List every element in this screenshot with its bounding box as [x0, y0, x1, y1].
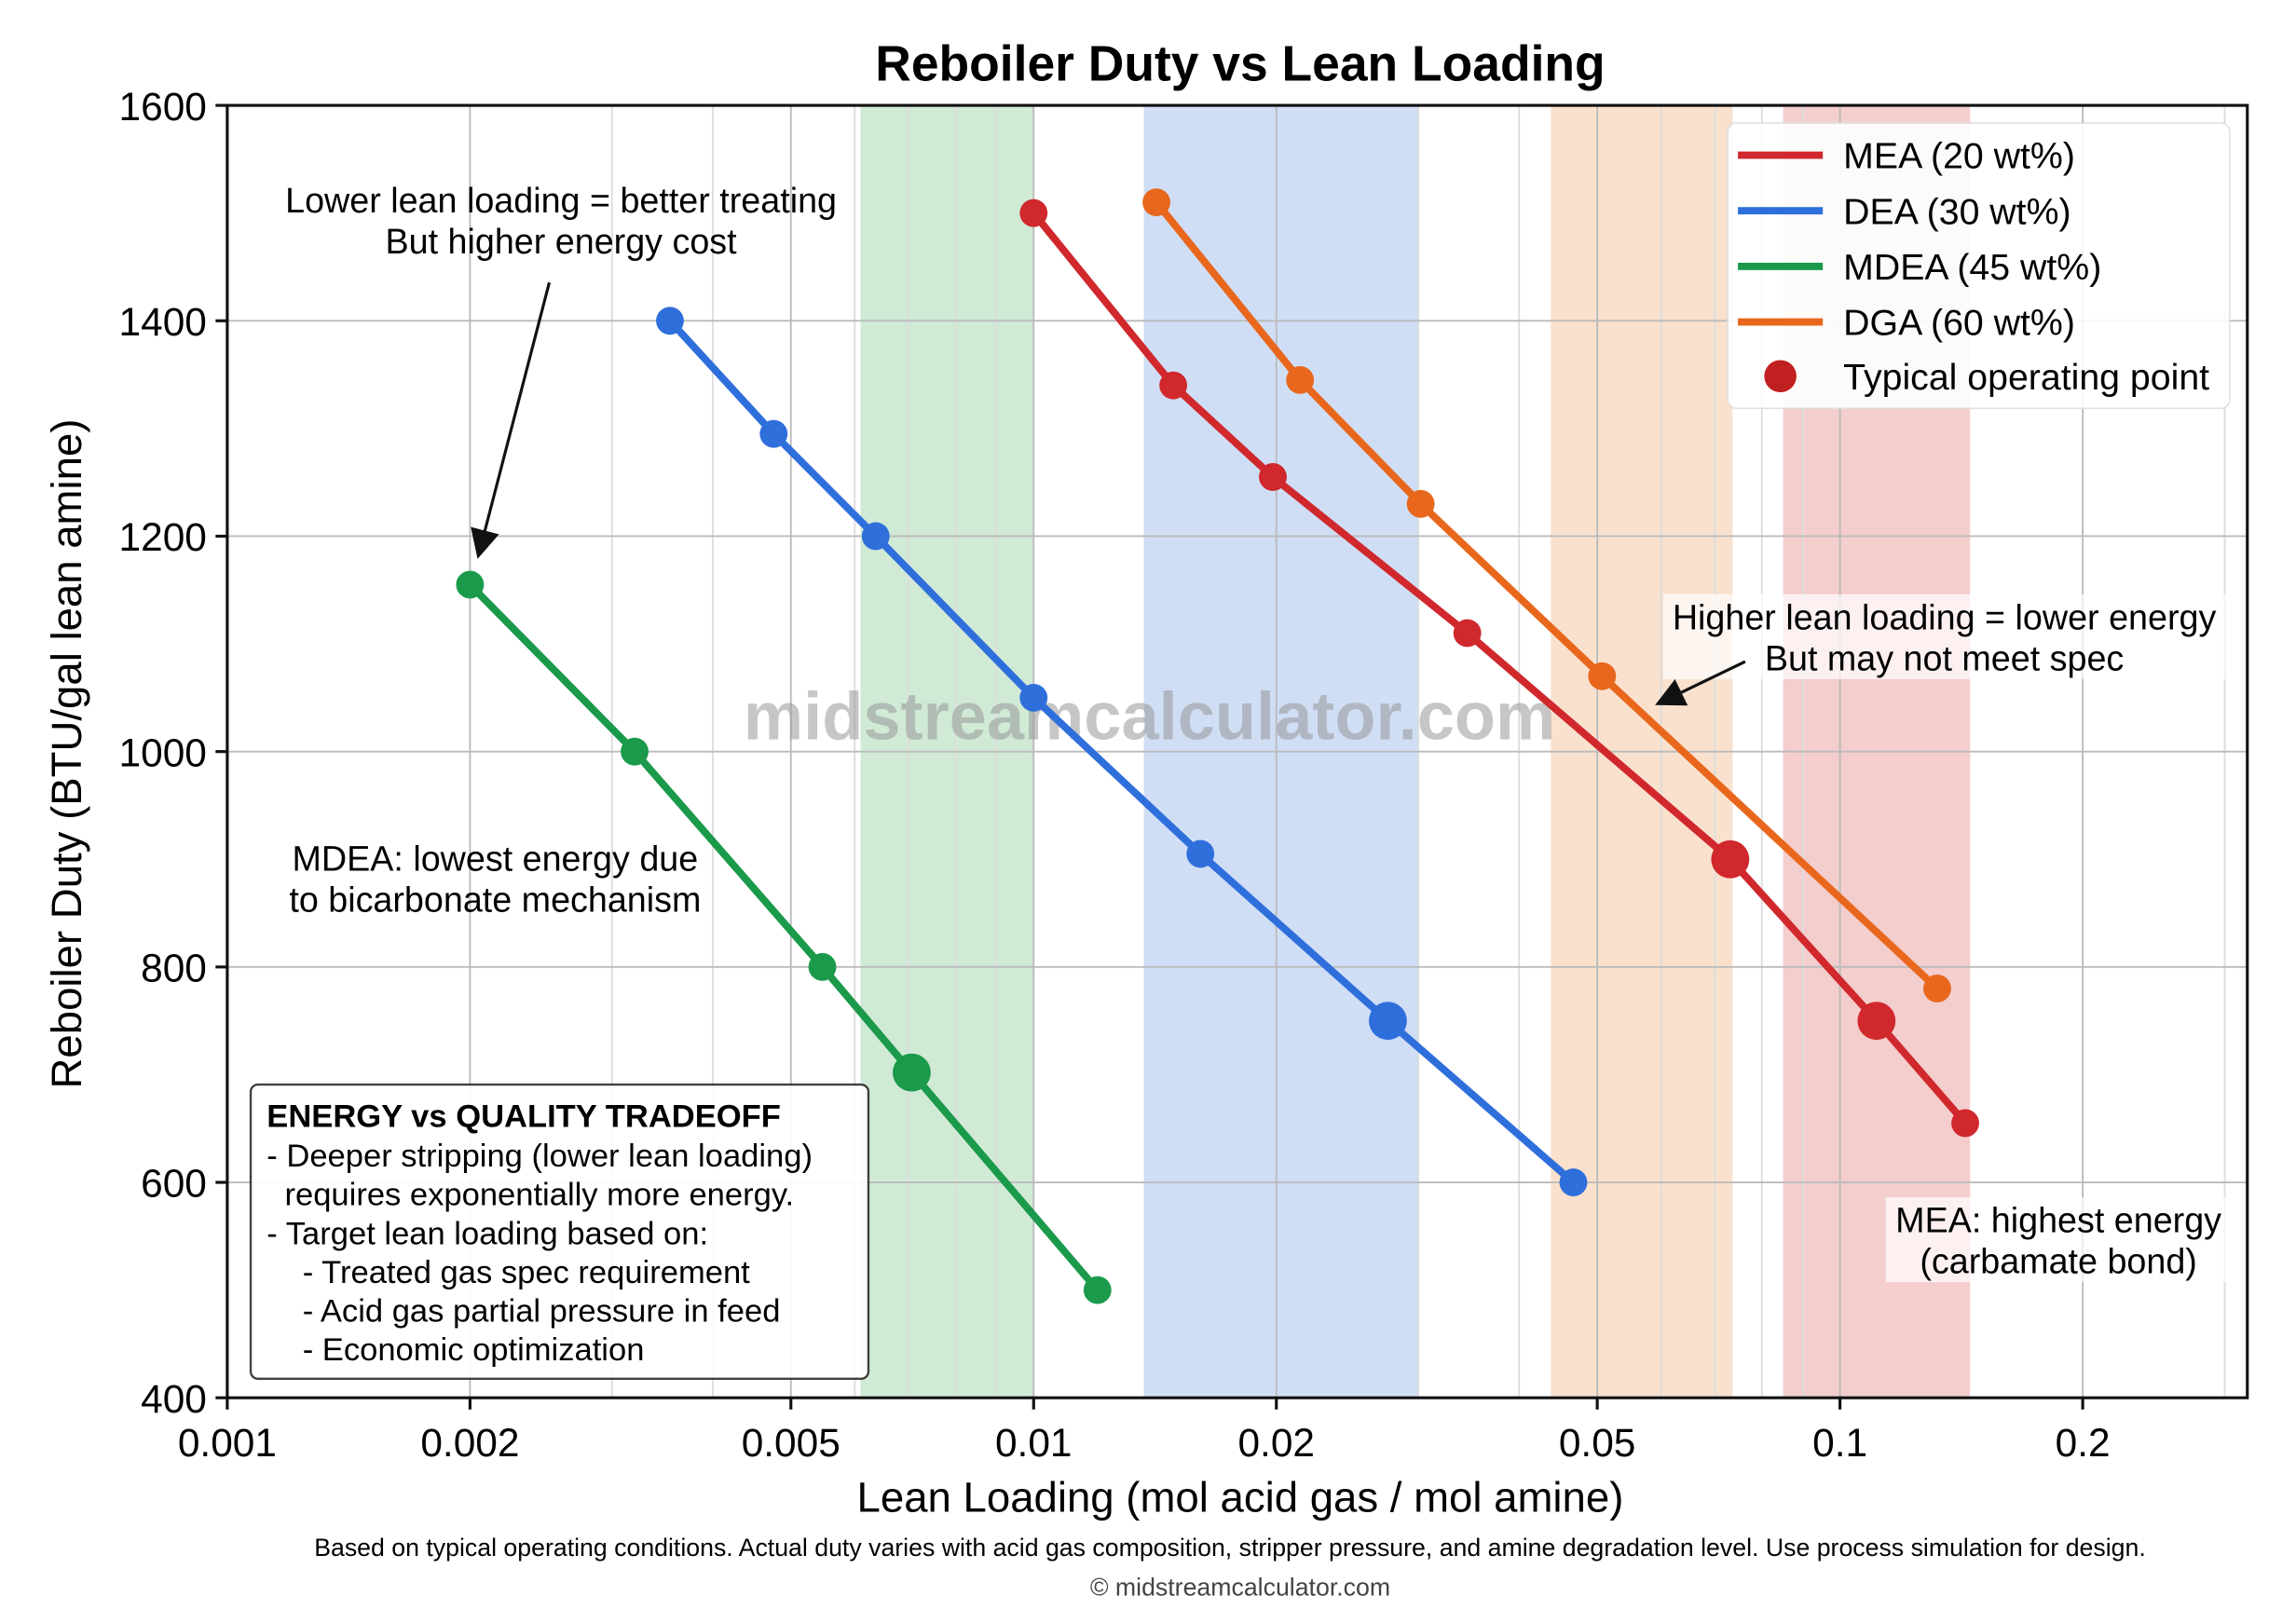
- x-tick-label: 0.02: [1237, 1421, 1315, 1465]
- x-tick-label: 0.001: [178, 1421, 277, 1465]
- y-tick-label: 1600: [119, 85, 207, 129]
- legend-marker: [1764, 360, 1797, 393]
- data-point: [1159, 371, 1188, 400]
- x-tick-label: 0.05: [1559, 1421, 1636, 1465]
- tradeoff-title: ENERGY vs QUALITY TRADEOFF: [266, 1099, 781, 1135]
- data-point: [1259, 462, 1287, 491]
- data-point: [1453, 619, 1482, 648]
- legend-label: MEA (20 wt%): [1843, 136, 2075, 177]
- data-point: [456, 570, 485, 599]
- tradeoff-line: - Target lean loading based on:: [266, 1216, 708, 1251]
- x-axis-label: Lean Loading (mol acid gas / mol amine): [857, 1474, 1624, 1521]
- x-tick-label: 0.002: [420, 1421, 519, 1465]
- legend-label: MDEA (45 wt%): [1843, 247, 2101, 288]
- y-tick-label: 400: [141, 1377, 207, 1421]
- x-tick-label: 0.2: [2056, 1421, 2111, 1465]
- tradeoff-box: [249, 1083, 870, 1380]
- data-point: [1923, 975, 1951, 1003]
- tradeoff-line: - Deeper stripping (lower lean loading): [266, 1139, 813, 1174]
- annotation-mea: (carbamate bond): [1920, 1242, 2196, 1281]
- legend-box: [1727, 122, 2231, 410]
- annotation-bg: [1662, 594, 2226, 679]
- chart-title: Reboiler Duty vs Lean Loading: [875, 36, 1605, 91]
- tradeoff-line: - Treated gas spec requirement: [266, 1255, 750, 1290]
- data-point: [656, 307, 684, 335]
- y-tick-label: 1400: [119, 300, 207, 344]
- legend-label: DGA (60 wt%): [1843, 303, 2075, 344]
- x-tick-label: 0.01: [995, 1421, 1073, 1465]
- legend-label: Typical operating point: [1843, 357, 2209, 398]
- y-axis-label: Reboiler Duty (BTU/gal lean amine): [43, 419, 90, 1089]
- data-point: [861, 522, 890, 551]
- data-point: [1142, 188, 1170, 217]
- annotation-higher: Higher lean loading = lower energy: [1673, 597, 2217, 636]
- copyright: © midstreamcalculator.com: [1090, 1573, 1390, 1601]
- annotation-mdea: to bicarbonate mechanism: [289, 880, 701, 920]
- tradeoff-line: - Acid gas partial pressure in feed: [266, 1294, 780, 1330]
- annotation-mdea: MDEA: lowest energy due: [293, 839, 699, 879]
- annotation-lower: Lower lean loading = better treating: [285, 181, 837, 220]
- y-tick-label: 1200: [119, 515, 207, 559]
- operating-point-marker: [1857, 1002, 1896, 1041]
- operating-point-marker: [892, 1053, 931, 1092]
- footnote: Based on typical operating conditions. A…: [314, 1534, 2146, 1562]
- annotation-lower: But higher energy cost: [386, 222, 738, 261]
- annotation-higher: But may not meet spec: [1765, 638, 2124, 677]
- data-point: [1406, 489, 1435, 518]
- watermark: midstreamcalculator.com: [744, 679, 1555, 754]
- y-tick-label: 800: [141, 947, 207, 990]
- y-tick-label: 600: [141, 1162, 207, 1206]
- data-point: [1286, 365, 1315, 394]
- data-point: [1559, 1168, 1588, 1196]
- data-point: [1019, 683, 1048, 712]
- y-tick-label: 1000: [119, 730, 207, 774]
- x-tick-label: 0.1: [1812, 1421, 1867, 1465]
- data-point: [1951, 1109, 1979, 1138]
- data-point: [759, 419, 788, 448]
- operating-point-marker: [1711, 839, 1750, 879]
- annotation-arrow: [471, 281, 552, 559]
- operating-point-marker: [1369, 1002, 1407, 1041]
- data-point: [1588, 662, 1617, 690]
- x-tick-label: 0.005: [742, 1421, 840, 1465]
- data-point: [808, 952, 837, 981]
- legend-label: DEA (30 wt%): [1843, 191, 2070, 232]
- tradeoff-line: - Economic optimization: [266, 1332, 644, 1368]
- data-point: [1186, 839, 1215, 868]
- annotation-bg: [1885, 1197, 2232, 1283]
- data-point: [621, 737, 649, 766]
- annotation-arrow: [1655, 660, 1746, 706]
- data-point: [1083, 1276, 1112, 1304]
- tradeoff-line: requires exponentially more energy.: [266, 1178, 794, 1213]
- annotation-mea: MEA: highest energy: [1895, 1201, 2221, 1240]
- data-point: [1019, 198, 1048, 227]
